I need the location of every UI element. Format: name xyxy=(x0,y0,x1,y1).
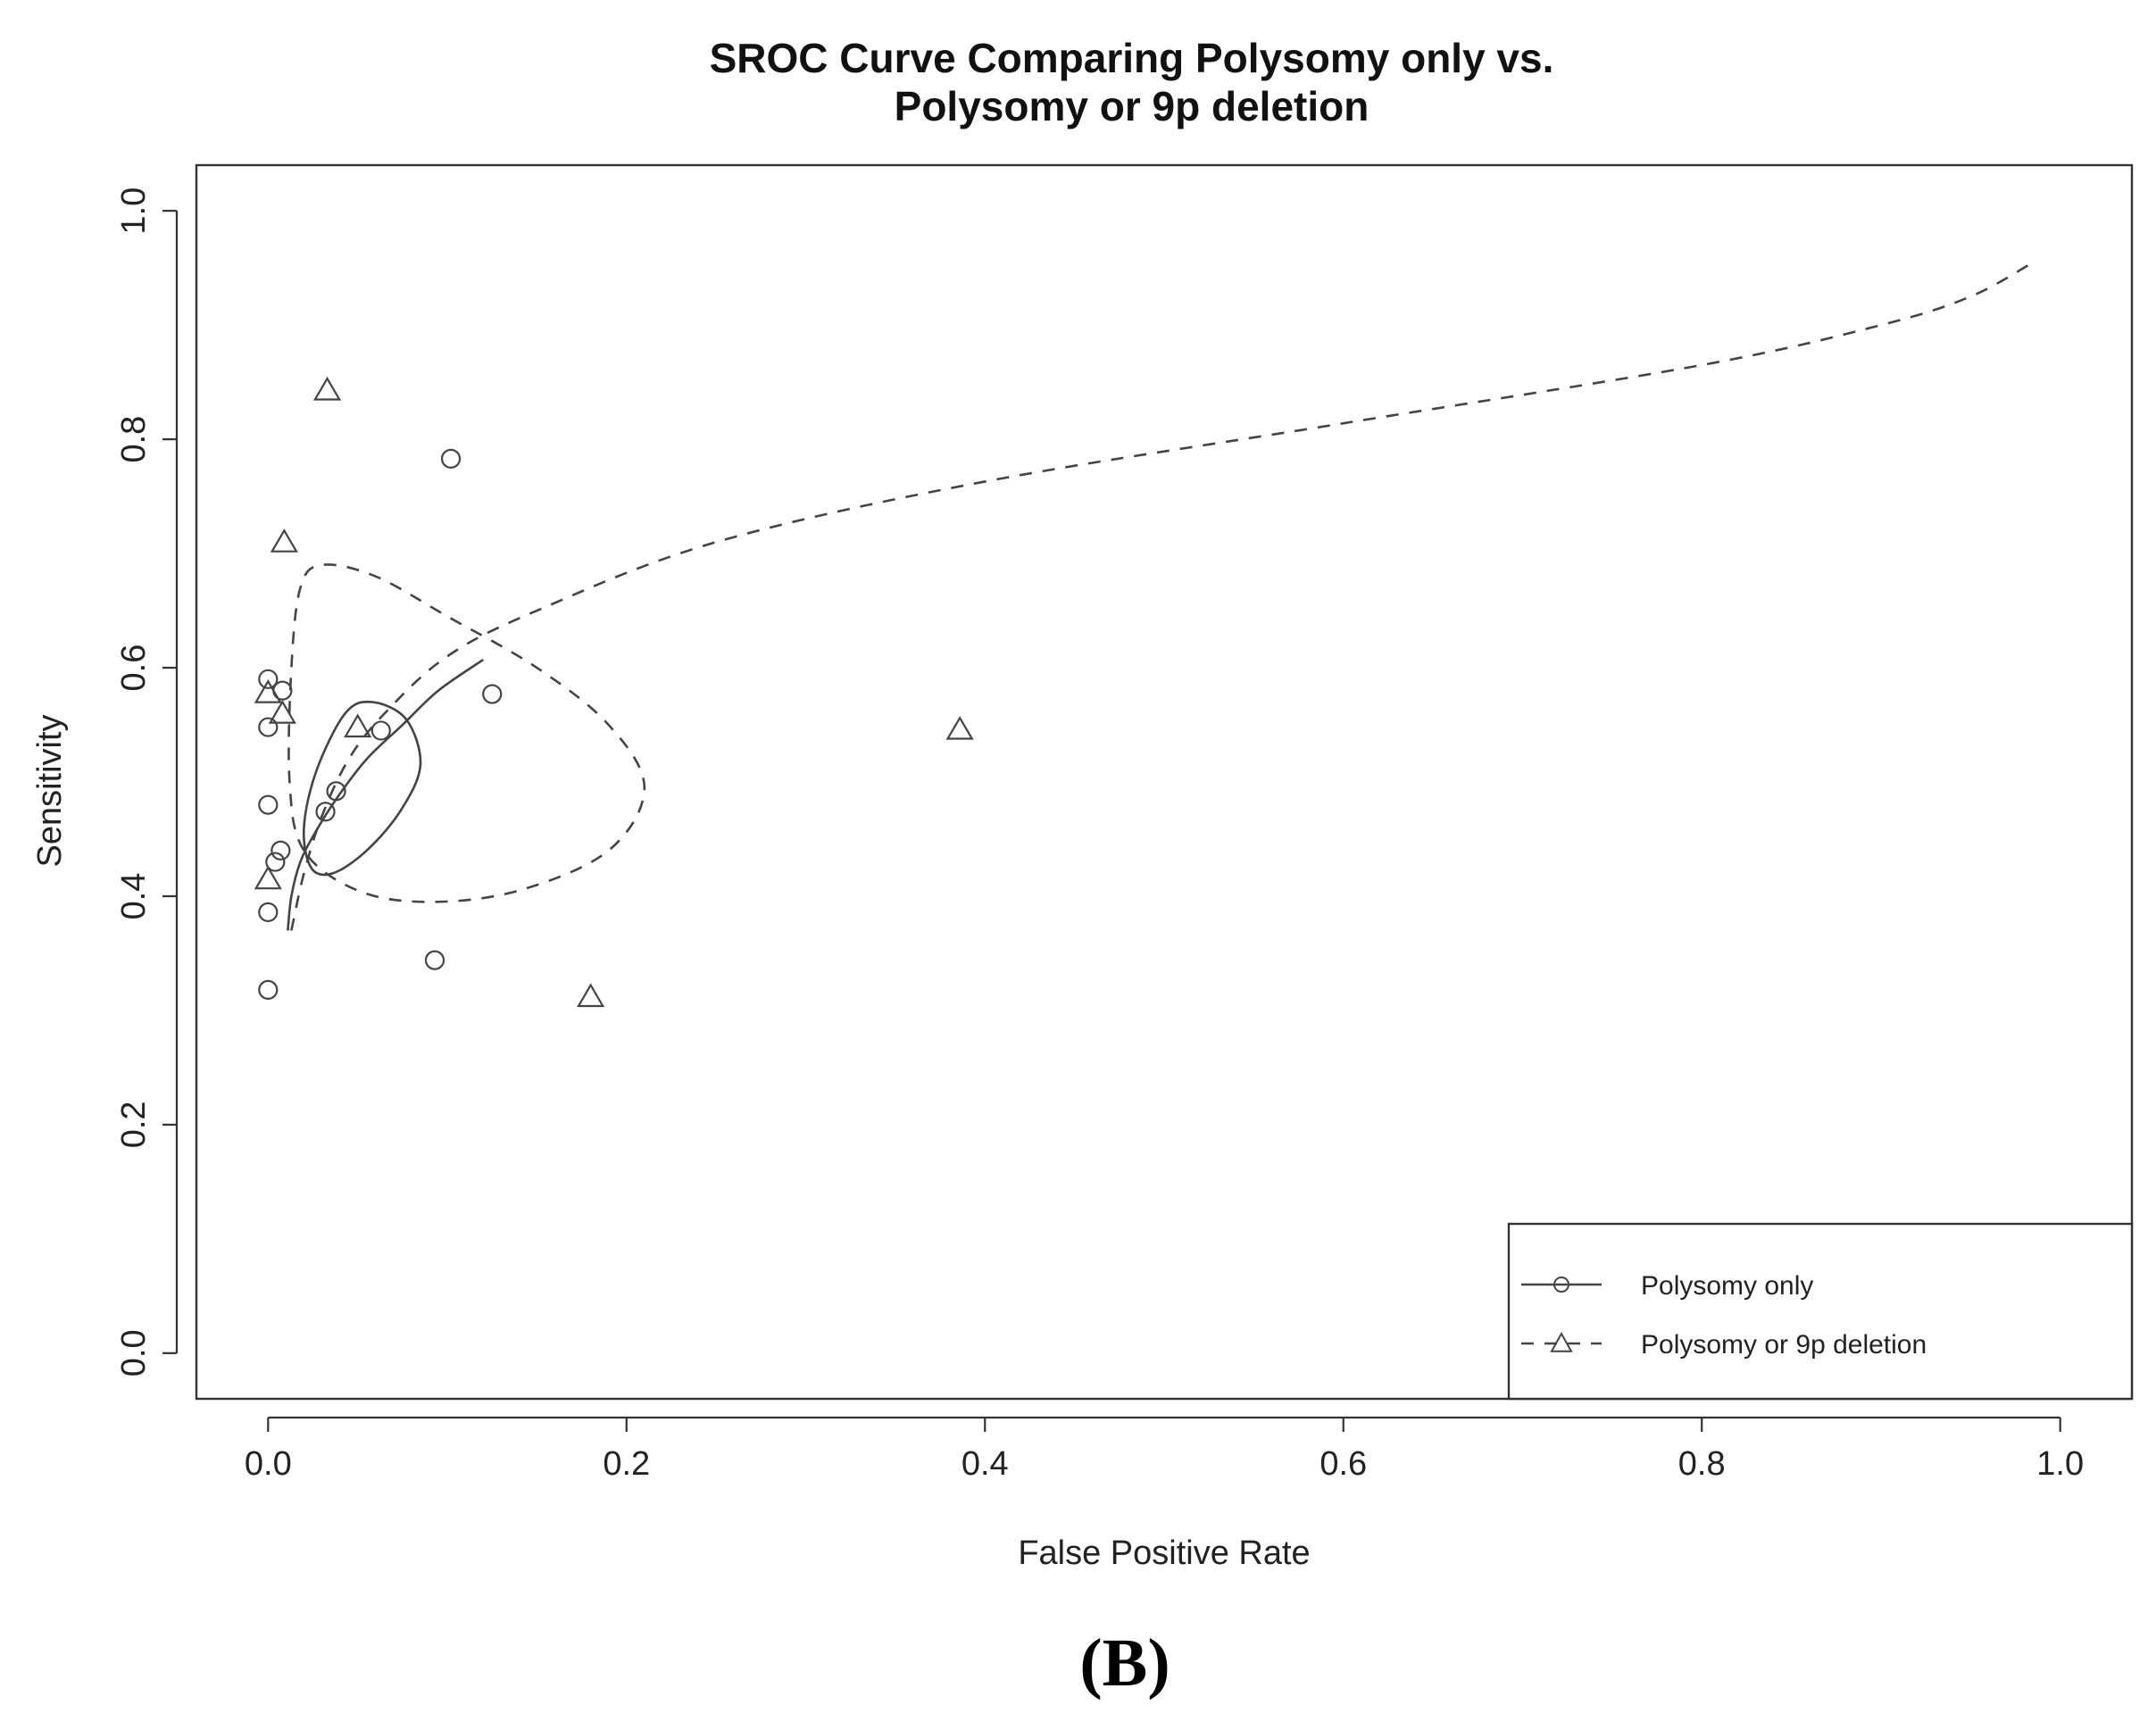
data-point-series-1-5 xyxy=(271,840,291,861)
data-point-series-2-5 xyxy=(344,713,372,738)
y-tick-label-2: 0.2 xyxy=(115,1101,153,1148)
chart-title-line-2: Polysomy or 9p deletion xyxy=(894,83,1369,129)
data-point-series-1-3 xyxy=(258,717,279,737)
legend-label-series-1: Polysomy only xyxy=(1641,1271,1813,1301)
data-point-series-1-14 xyxy=(482,684,503,704)
y-axis-label: Sensitivity xyxy=(31,714,69,867)
data-point-series-1-8 xyxy=(258,979,279,1000)
data-point-series-2-1 xyxy=(312,376,342,401)
confidence-region-series-1 xyxy=(302,700,422,877)
y-tick-label-1: 0.0 xyxy=(115,1329,153,1377)
data-point-series-1-6 xyxy=(265,852,286,872)
data-point-series-1-11 xyxy=(370,720,391,741)
x-tick-label-1: 0.0 xyxy=(245,1445,292,1483)
y-tick-label-5: 0.8 xyxy=(115,416,153,463)
data-point-series-2-7 xyxy=(577,983,605,1008)
data-point-series-2-2 xyxy=(270,528,298,553)
x-tick-label-5: 0.8 xyxy=(1678,1445,1726,1483)
legend-marker-series-2 xyxy=(1550,1331,1573,1352)
y-tick-label-6: 1.0 xyxy=(115,187,153,235)
data-point-series-2-6 xyxy=(254,865,282,890)
x-tick-label-4: 0.6 xyxy=(1319,1445,1367,1483)
sroc-curve-series-2 xyxy=(290,261,2035,931)
data-point-series-1-13 xyxy=(440,448,462,469)
data-point-series-1-1 xyxy=(258,669,279,689)
data-point-series-1-12 xyxy=(424,950,445,970)
plot-frame xyxy=(195,163,2134,1401)
panel-label: (B) xyxy=(1079,1626,1170,1701)
data-point-series-1-4 xyxy=(258,794,279,815)
legend-box xyxy=(1507,1222,2134,1401)
data-point-series-2-4 xyxy=(268,700,296,724)
x-tick-label-2: 0.2 xyxy=(603,1445,650,1483)
x-axis-label: False Positive Rate xyxy=(1018,1535,1310,1572)
data-point-series-1-10 xyxy=(326,781,346,802)
chart-title-line-1: SROC Curve Comparing Polysomy only vs. xyxy=(709,35,1554,81)
data-point-series-1-7 xyxy=(258,902,279,922)
y-tick-label-4: 0.6 xyxy=(115,645,153,692)
data-point-series-2-8 xyxy=(945,715,974,740)
x-tick-label-6: 1.0 xyxy=(2036,1445,2084,1483)
sroc-curve-series-1 xyxy=(287,659,484,931)
data-point-series-1-9 xyxy=(315,802,336,822)
x-tick-label-3: 0.4 xyxy=(961,1445,1009,1483)
data-point-series-2-3 xyxy=(254,679,282,703)
legend-marker-series-1 xyxy=(1553,1277,1569,1293)
legend-label-series-2: Polysomy or 9p deletion xyxy=(1641,1330,1927,1360)
confidence-region-series-2 xyxy=(287,563,646,903)
y-tick-label-3: 0.4 xyxy=(115,873,153,920)
